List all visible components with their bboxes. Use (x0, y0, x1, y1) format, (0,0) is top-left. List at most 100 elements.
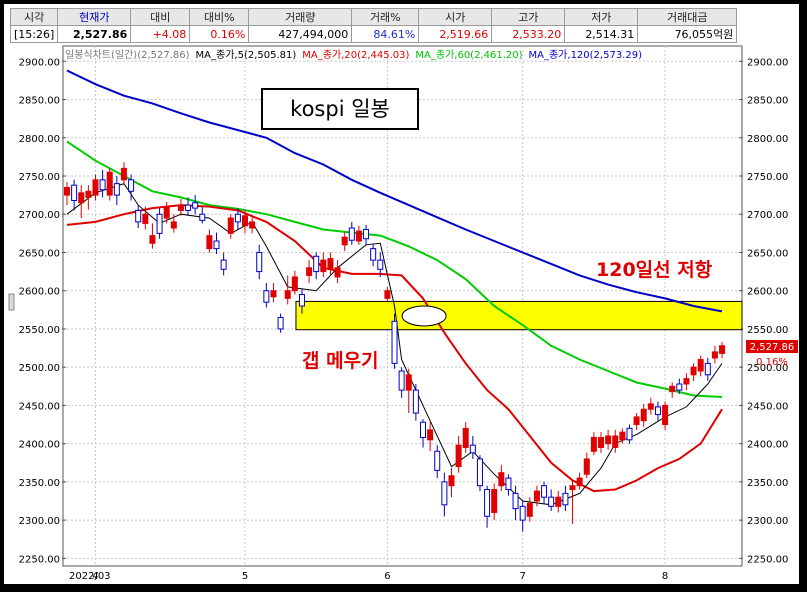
gap-fill-annotation: 갭 메우기 (302, 350, 379, 372)
candle-body (633, 416, 640, 426)
candle-body (163, 206, 170, 219)
candle-body (249, 221, 256, 229)
x-tick-label: 7 (519, 571, 525, 582)
candle-body (277, 316, 284, 330)
scroll-handle[interactable] (8, 293, 15, 311)
candle-body (320, 259, 327, 273)
y-tick-label-right: 2700.00 (747, 210, 788, 221)
chart-window: 시각 현재가 대비 대비% 거래량 거래% 시가 고가 저가 거래대금 [15:26] 2,527.… (4, 4, 799, 584)
candle-body (71, 184, 78, 201)
candle-body (284, 290, 291, 299)
candle-body (448, 475, 455, 487)
y-tick-label-left: 2650.00 (19, 248, 60, 259)
candle-body (469, 444, 476, 454)
candle-body (583, 458, 590, 475)
quote-value-cell: +4.08 (130, 25, 191, 43)
legend-entry: MA_종가,120(2,573.29) (529, 49, 643, 61)
legend-entry: MA_종가,60(2,461.20) (415, 49, 522, 61)
y-tick-label-left: 2900.00 (19, 57, 60, 68)
candle-body (569, 485, 576, 491)
candle-body (313, 255, 320, 273)
candle-body (719, 345, 726, 354)
candle-body (669, 385, 676, 393)
y-tick-label-right: 2850.00 (747, 96, 788, 107)
quote-header-cell: 현재가 (57, 8, 132, 26)
quote-value-cell: 84.61% (351, 25, 420, 43)
quote-value-cell: 76,055억원 (637, 25, 738, 43)
candle-body (476, 458, 483, 487)
candle-body (370, 248, 377, 261)
candle-body (434, 450, 441, 471)
candle-body (405, 374, 412, 391)
candle-body (427, 429, 434, 441)
candle-body (704, 362, 711, 376)
y-tick-label-left: 2250.00 (19, 554, 60, 565)
candle-body (420, 421, 426, 439)
candle-body (484, 489, 491, 517)
ma60-line (66, 140, 723, 398)
candle-body (548, 496, 555, 507)
candle-body (99, 179, 106, 191)
candle-body (142, 213, 149, 224)
candle-body (647, 403, 654, 410)
price-tag-value: 2,527.86 (750, 342, 795, 353)
candle-body (263, 290, 270, 303)
ma120-line (66, 69, 723, 313)
y-tick-label-left: 2500.00 (19, 363, 60, 374)
candle-body (355, 230, 362, 242)
y-tick-label-right: 2650.00 (747, 248, 788, 259)
y-tick-label-left: 2750.00 (19, 172, 60, 183)
x-tick-label: 8 (662, 571, 668, 582)
candle-body (377, 259, 384, 270)
candle-body (391, 320, 398, 364)
y-tick-label-right: 2450.00 (747, 401, 788, 412)
quote-value-cell: 0.16% (189, 25, 250, 43)
candle-body (555, 496, 562, 507)
candle-body (412, 389, 419, 414)
candle-body (576, 477, 583, 487)
candle-body (605, 435, 612, 445)
quote-value-cell: 2,533.20 (491, 25, 566, 43)
candle-body (185, 204, 192, 211)
quote-value-cell: 427,494,000 (248, 25, 353, 43)
quote-header-cell: 거래% (351, 8, 420, 26)
y-tick-label-right: 2350.00 (747, 478, 788, 489)
y-tick-label-right: 2800.00 (747, 134, 788, 145)
y-tick-label-right: 2250.00 (747, 554, 788, 565)
x-tick-label: 6 (384, 571, 390, 582)
quote-value-cell: 2,519.66 (418, 25, 493, 43)
candle-body (462, 427, 469, 448)
y-tick-label-right: 2550.00 (747, 325, 788, 336)
candle-body (498, 472, 505, 487)
price-tag-pct: 0.16% (756, 357, 788, 368)
y-tick-label-right: 2500.00 (747, 363, 788, 374)
candle-body (341, 236, 348, 246)
candle-body (662, 404, 669, 426)
candle-body (598, 437, 604, 448)
y-tick-label-left: 2300.00 (19, 516, 60, 527)
candle-body (113, 183, 120, 196)
candle-body (64, 186, 70, 196)
candle-body (220, 259, 227, 270)
candle-body (398, 370, 405, 391)
candle-body (242, 215, 248, 227)
candle-body (156, 213, 163, 234)
candle-body (256, 251, 263, 273)
quote-table: 시각 현재가 대비 대비% 거래량 거래% 시가 고가 저가 거래대금 [15:26] 2,527.… (9, 8, 738, 43)
candle-body (177, 204, 184, 211)
price-chart[interactable]: 2250.00 2250.00 2300.00 2300.00 2350.00 2350.… (4, 4, 799, 584)
candle-body (149, 235, 156, 244)
candle-body (640, 408, 647, 422)
y-tick-label-left: 2350.00 (19, 478, 60, 489)
y-tick-label-left: 2700.00 (19, 210, 60, 221)
x-tick-label: 4 (92, 571, 98, 582)
x-tick-label: 2022/03 (69, 571, 111, 582)
candle-body (612, 435, 619, 448)
candle-body (227, 217, 234, 234)
legend-entry: MA_종가,20(2,445.03) (302, 49, 409, 61)
candle-body (441, 481, 448, 506)
candle-body (199, 213, 206, 221)
y-tick-label-left: 2850.00 (19, 96, 60, 107)
legend-entry: MA_종가,5(2,505.81) (196, 49, 297, 61)
quote-value-row: [15:26] 2,527.86 +4.08 0.16% 427,494,000 84.6… (9, 25, 738, 43)
